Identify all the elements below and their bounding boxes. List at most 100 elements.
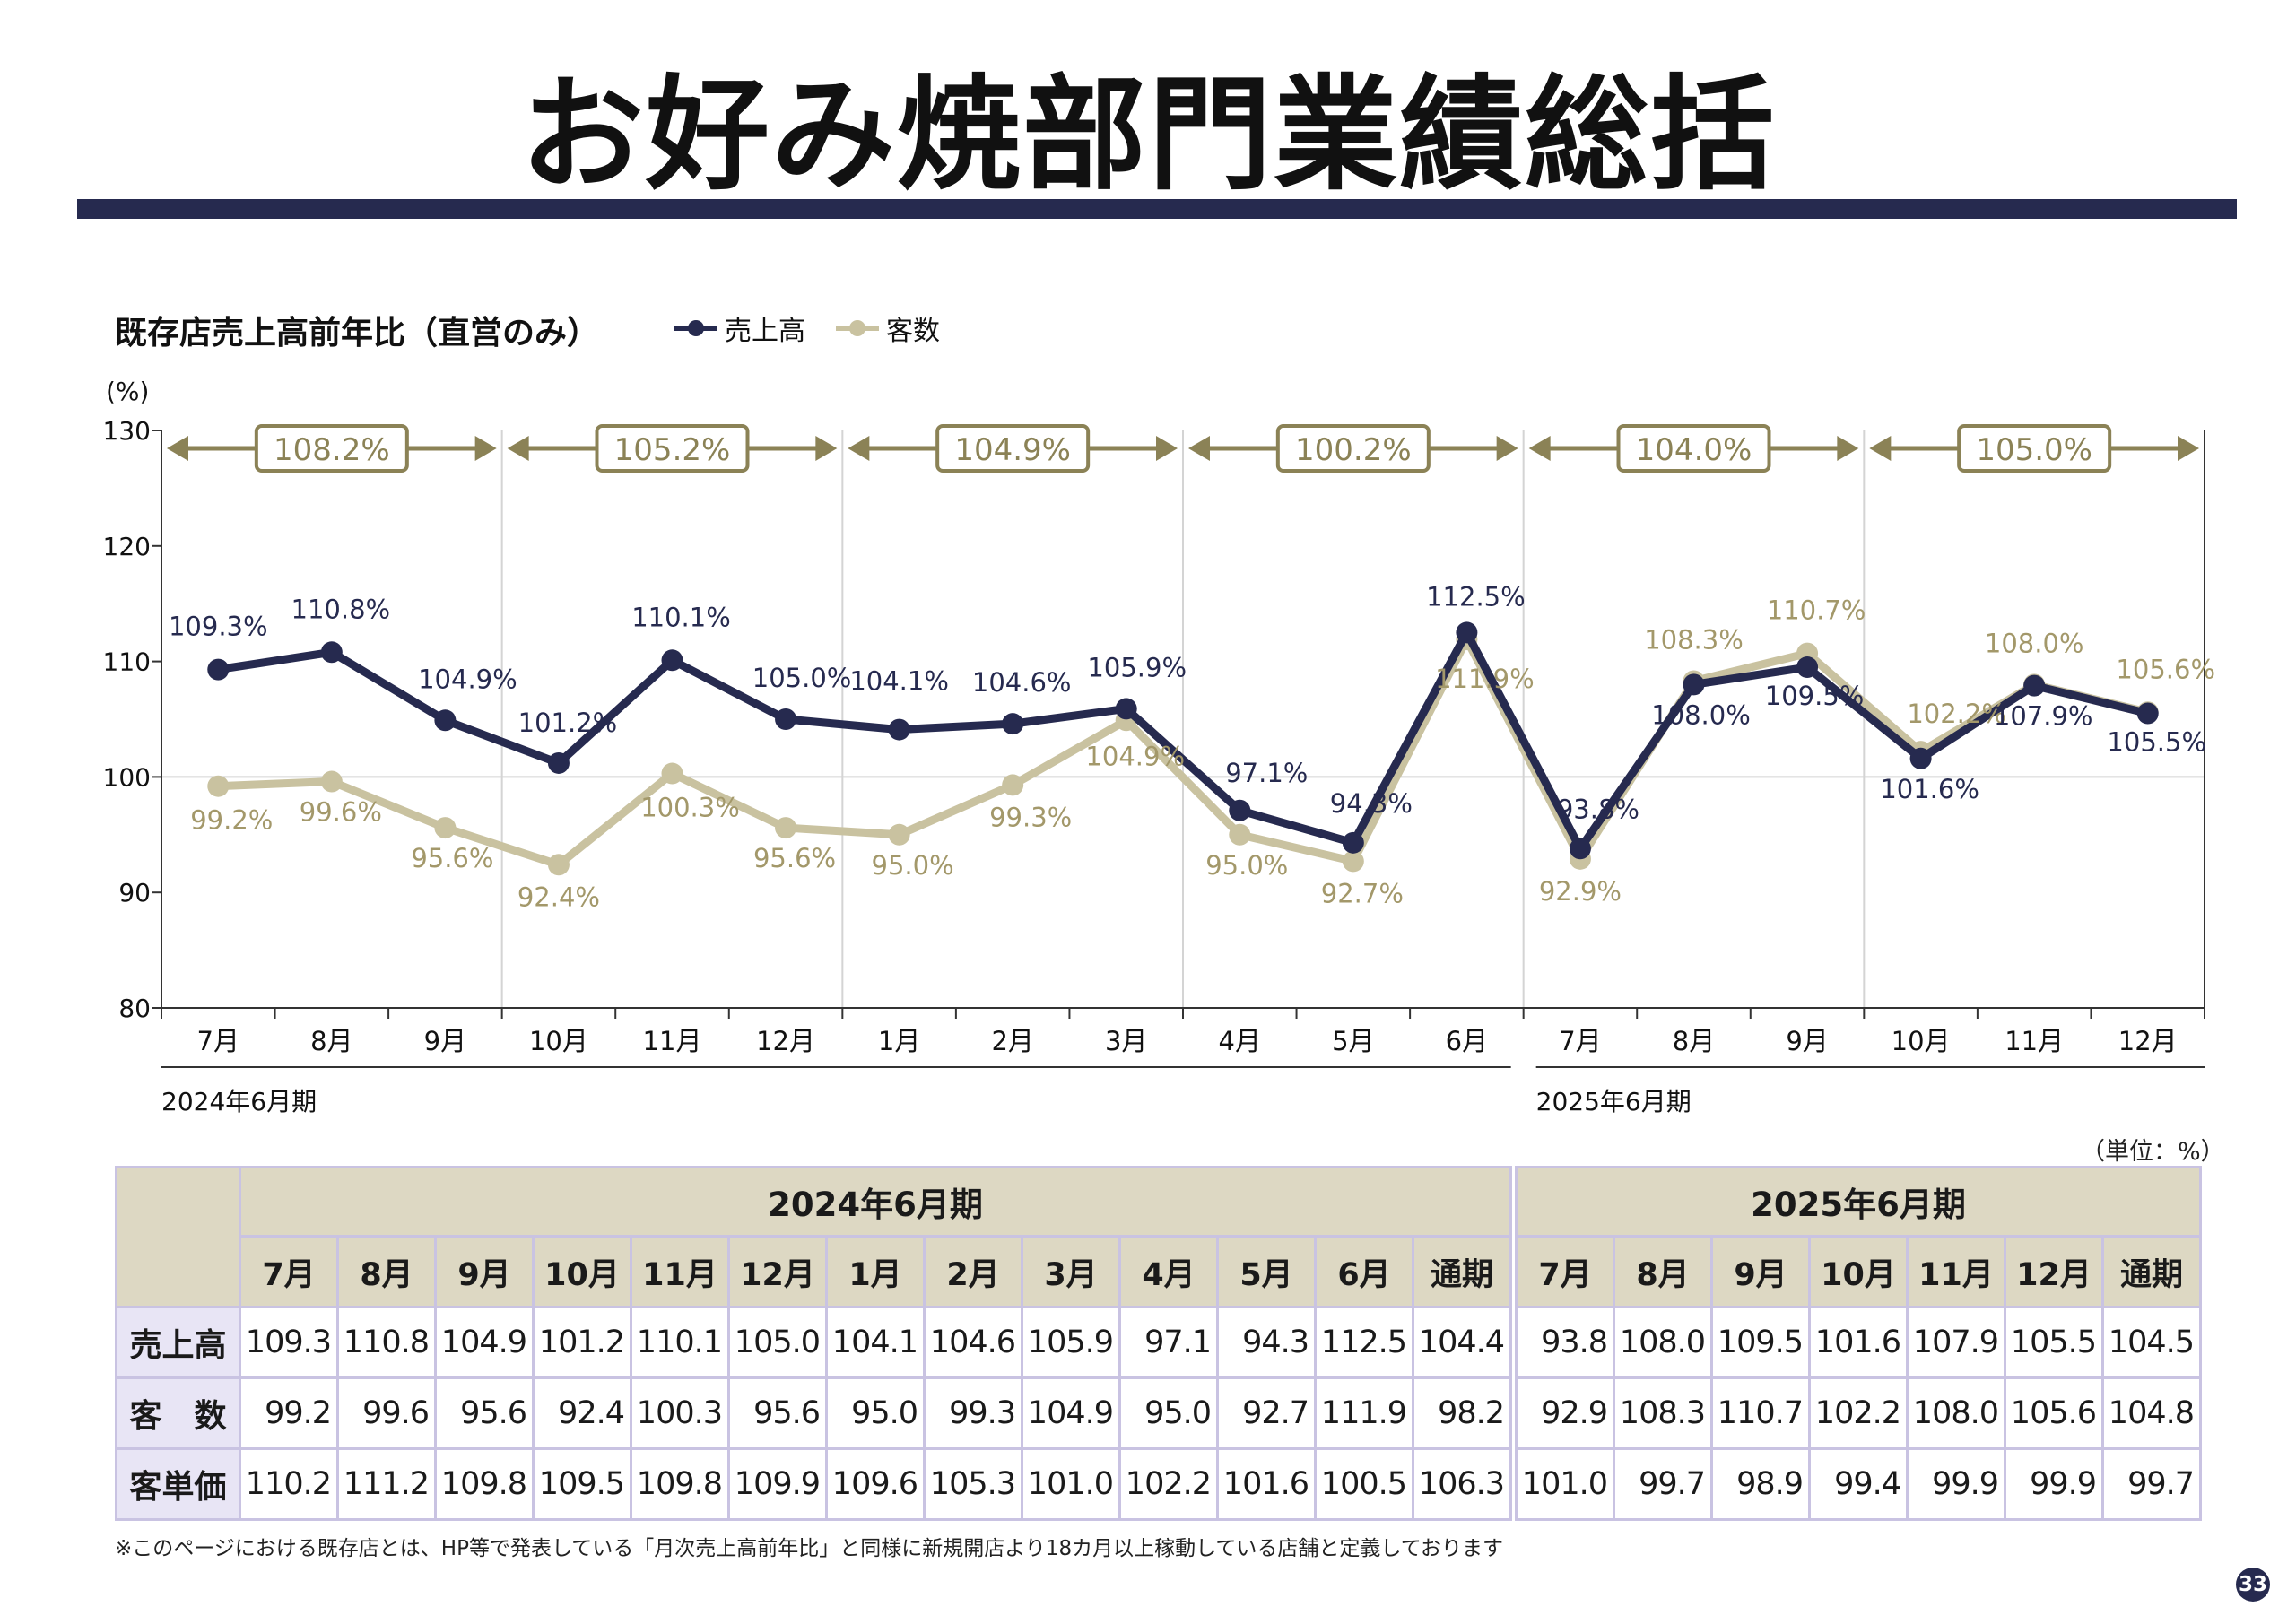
- table-cell: 101.0: [1021, 1447, 1121, 1521]
- customers-point: [775, 817, 797, 839]
- sales-point: [1569, 838, 1591, 860]
- table-month: 8月: [336, 1235, 437, 1308]
- table-cell: 104.8: [2101, 1376, 2202, 1450]
- table-cell: 98.2: [1412, 1376, 1512, 1450]
- legend-label-sales: 売上高: [725, 316, 805, 347]
- customers-data-label: 108.3%: [1644, 624, 1744, 655]
- table-cell: 110.1: [630, 1306, 730, 1379]
- y-tick-label: 90: [118, 878, 151, 908]
- customers-point: [1229, 823, 1251, 846]
- table-cell: 99.3: [923, 1376, 1023, 1450]
- x-tick-label: 5月: [1332, 1026, 1374, 1056]
- table-month: 4月: [1118, 1235, 1219, 1308]
- customers-point: [661, 762, 683, 785]
- sales-point: [888, 718, 910, 741]
- page-number: 33: [2236, 1568, 2270, 1602]
- row-label-sales: 売上高: [115, 1306, 241, 1379]
- table-cell: 99.6: [336, 1376, 437, 1450]
- customers-data-label: 92.9%: [1539, 876, 1622, 907]
- table-period-title: 2025年6月期: [1515, 1166, 2202, 1238]
- sales-data-label: 107.9%: [1994, 701, 2093, 732]
- table-cell: 109.5: [532, 1447, 632, 1521]
- sales-point: [661, 649, 683, 672]
- quarter-box: [935, 424, 1091, 473]
- quarter-arrowhead-right: [1156, 436, 1178, 461]
- quarter-value: 100.2%: [1295, 432, 1412, 468]
- table-cell: 109.5: [1710, 1306, 1811, 1379]
- table-cell: 105.6: [2004, 1376, 2104, 1450]
- sales-point: [1909, 747, 1932, 769]
- quarter-arrowhead-left: [507, 436, 529, 461]
- table-month: 9月: [1710, 1235, 1811, 1308]
- sales-point: [1002, 713, 1024, 735]
- sales-data-label: 105.5%: [2107, 727, 2206, 758]
- customers-point: [207, 775, 230, 797]
- table-cell: 95.6: [434, 1376, 535, 1450]
- table-cell: 100.5: [1314, 1447, 1414, 1521]
- quarter-arrowhead-right: [474, 436, 497, 461]
- table-cell: 108.0: [1906, 1376, 2006, 1450]
- table-cell: 112.5: [1314, 1306, 1414, 1379]
- sales-data-label: 104.1%: [849, 666, 949, 697]
- table-2025-grid: 2025年6月期 7月 8月 9月 10月 11月 12月 通期 93.8 10…: [1515, 1166, 2202, 1521]
- quarter-value: 104.9%: [954, 432, 1071, 468]
- table-cell: 104.4: [1412, 1306, 1512, 1379]
- sales-data-label: 108.0%: [1651, 699, 1751, 730]
- sales-point: [1683, 673, 1705, 696]
- quarter-value: 104.0%: [1636, 432, 1752, 468]
- table-row-unit-price: 客単価 110.2 111.2 109.8 109.5 109.8 109.9 …: [115, 1447, 1512, 1521]
- table-cell: 101.2: [532, 1306, 632, 1379]
- chart-heading: 既存店売上高前年比（直営のみ）: [115, 315, 600, 352]
- sales-data-label: 104.6%: [972, 667, 1072, 698]
- sales-point: [1796, 656, 1819, 679]
- sales-data-label: 104.9%: [418, 664, 517, 694]
- table-cell: 93.8: [1515, 1306, 1615, 1379]
- x-tick-label: 9月: [424, 1026, 466, 1056]
- quarter-arrowhead-left: [167, 436, 188, 461]
- table-row-customers: 92.9 108.3 110.7 102.2 108.0 105.6 104.8: [1515, 1376, 2202, 1450]
- table-month: 2月: [923, 1235, 1023, 1308]
- quarter-arrowhead-right: [1837, 436, 1859, 461]
- quarter-arrowhead-left: [1528, 436, 1551, 461]
- table-cell: 101.6: [1216, 1447, 1317, 1521]
- table-cell: 105.5: [2004, 1306, 2104, 1379]
- sales-data-label: 110.8%: [291, 594, 391, 624]
- table-cell: 100.3: [630, 1376, 730, 1450]
- sales-point: [2023, 674, 2046, 697]
- sales-point: [1456, 621, 1478, 644]
- table-month: 9月: [434, 1235, 535, 1308]
- table-month: 10月: [532, 1235, 632, 1308]
- table-month: 11月: [1906, 1235, 2006, 1308]
- x-tick-label: 9月: [1786, 1026, 1828, 1056]
- customers-data-label: 92.7%: [1321, 878, 1404, 908]
- y-tick-label: 100: [103, 762, 151, 792]
- x-tick-label: 11月: [2005, 1026, 2064, 1056]
- table-cell: 99.9: [2004, 1447, 2104, 1521]
- customers-data-label: 99.6%: [300, 797, 382, 828]
- y-tick-label: 110: [103, 647, 151, 677]
- x-tick-label: 12月: [756, 1026, 815, 1056]
- sales-point: [2136, 702, 2159, 725]
- x-tick-label: 8月: [310, 1026, 352, 1056]
- customers-series-line: [218, 635, 2149, 869]
- table-cell: 105.0: [727, 1306, 828, 1379]
- table-cell: 104.6: [923, 1306, 1023, 1379]
- x-tick-label: 11月: [643, 1026, 702, 1056]
- quarter-box: [1275, 424, 1431, 473]
- y-tick-label: 120: [103, 532, 151, 561]
- table-cell: 104.5: [2101, 1306, 2202, 1379]
- table-month: 7月: [1515, 1235, 1615, 1308]
- sales-point: [1342, 831, 1364, 854]
- table-row-customers: 客 数 99.2 99.6 95.6 92.4 100.3 95.6 95.0 …: [115, 1376, 1512, 1450]
- table-cell: 108.3: [1613, 1376, 1713, 1450]
- quarter-arrowhead-left: [1188, 436, 1210, 461]
- sales-data-label: 112.5%: [1426, 581, 1526, 612]
- legend-swatch-customers: [836, 315, 879, 342]
- table-row-sales: 売上高 109.3 110.8 104.9 101.2 110.1 105.0 …: [115, 1306, 1512, 1379]
- table-cell: 104.9: [434, 1306, 535, 1379]
- customers-data-label: 108.0%: [1985, 628, 2084, 658]
- quarter-value: 105.0%: [1976, 432, 2092, 468]
- x-tick-label: 12月: [2118, 1026, 2178, 1056]
- sales-point: [775, 708, 797, 730]
- table-cell: 104.9: [1021, 1376, 1121, 1450]
